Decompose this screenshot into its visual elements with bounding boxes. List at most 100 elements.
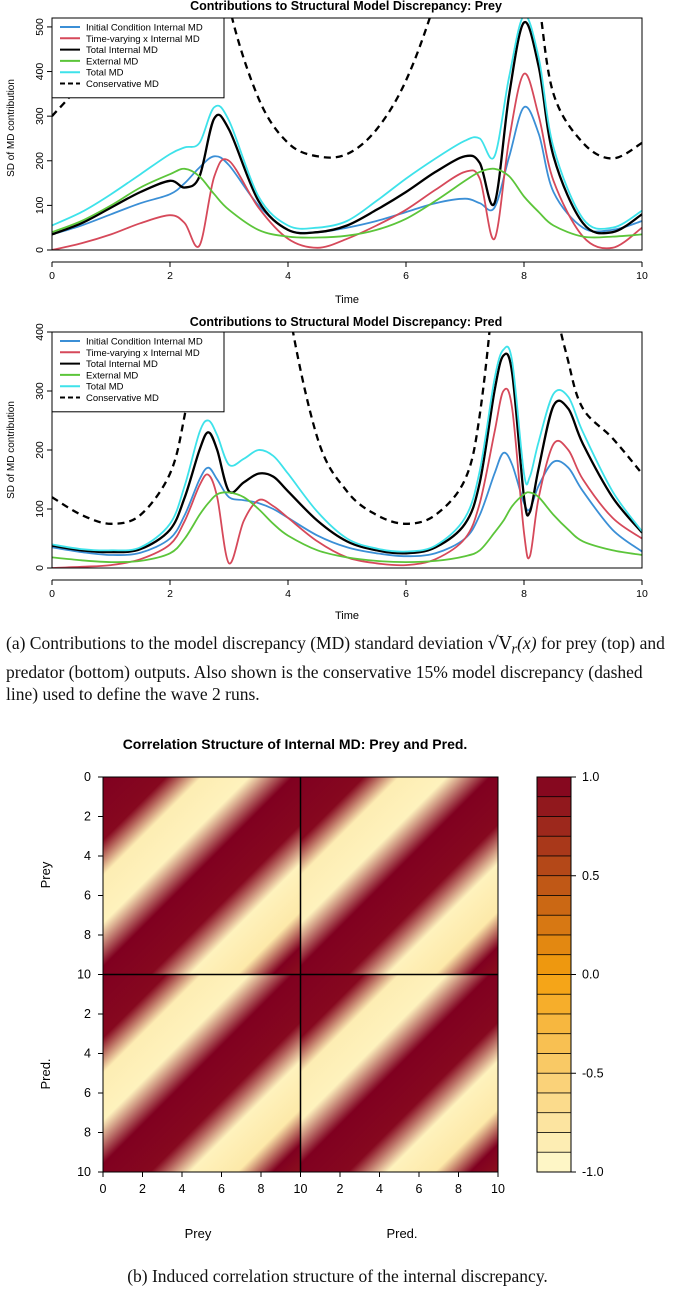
legend: Initial Condition Internal MDTime-varyin… — [51, 17, 225, 99]
legend-label-totalInternal: Total Internal MD — [86, 359, 158, 370]
legend-label-totalMD: Total MD — [86, 68, 124, 79]
legend-label-initial: Initial Condition Internal MD — [86, 23, 203, 34]
series-line-initial — [52, 451, 642, 558]
x-tick-label: 4 — [376, 1182, 383, 1196]
series-line-initial — [52, 105, 642, 236]
colorbar-level — [536, 914, 572, 936]
legend-label-initial: Initial Condition Internal MD — [86, 337, 203, 348]
x-tick-label: 2 — [167, 270, 173, 282]
legend-label-external: External MD — [86, 56, 138, 67]
y-tick-label: 6 — [84, 1086, 91, 1100]
legend-label-conservative: Conservative MD — [86, 393, 159, 404]
x-tick-label: 10 — [636, 588, 648, 600]
colorbar-tick-label: 0.5 — [582, 869, 599, 883]
x-tick-label: 2 — [167, 588, 173, 600]
colorbar-level — [536, 1151, 572, 1173]
heatmap-title: Correlation Structure of Internal MD: Pr… — [123, 736, 468, 752]
chart-title: Contributions to Structural Model Discre… — [190, 0, 502, 13]
legend-box — [51, 17, 225, 99]
legend-label-external: External MD — [86, 370, 138, 381]
x-tick-label: 8 — [521, 588, 527, 600]
caption-b: (b) Induced correlation structure of the… — [127, 1266, 548, 1286]
series-group — [52, 332, 642, 568]
colorbar-level — [536, 835, 572, 857]
series-line-totalInternal — [52, 352, 642, 555]
x-tick-label: 8 — [258, 1182, 265, 1196]
y-tick-label: 8 — [84, 1126, 91, 1140]
y-tick-label: 4 — [84, 1047, 91, 1061]
y-tick-label: 500 — [34, 18, 46, 36]
y-tick-label: 6 — [84, 889, 91, 903]
colorbar-level — [536, 934, 572, 956]
colorbar-tick-label: -0.5 — [582, 1066, 604, 1080]
legend-label-timevarying: Time-varying x Internal MD — [86, 348, 200, 359]
col-block-label-pred: Pred. — [386, 1226, 417, 1241]
colorbar-level — [536, 1112, 572, 1133]
x-tick-label: 10 — [491, 1182, 505, 1196]
y-tick-label: 0 — [34, 565, 46, 571]
colorbar-level — [536, 974, 572, 995]
x-tick-label: 0 — [100, 1182, 107, 1196]
colorbar-tick-label: -1.0 — [582, 1165, 604, 1179]
colorbar-level — [536, 776, 572, 798]
heatmap-block-pred-pred — [300, 974, 498, 1172]
colorbar-level — [536, 816, 572, 837]
colorbar-level — [536, 1092, 572, 1114]
formula-root: √V — [487, 634, 512, 654]
legend-label-totalInternal: Total Internal MD — [86, 45, 158, 56]
y-tick-label: 0 — [34, 247, 46, 253]
y-tick-label: 300 — [34, 382, 46, 400]
colorbar-tick-label: 1.0 — [582, 770, 599, 784]
series-line-totalMD — [52, 18, 642, 230]
y-tick-label: 2 — [84, 810, 91, 824]
x-tick-label: 6 — [218, 1182, 225, 1196]
caption-a-rest: for prey (top) and predator (bottom) out… — [6, 633, 665, 704]
series-line-totalInternal — [52, 21, 642, 236]
col-block-label-prey: Prey — [185, 1226, 212, 1241]
correlation-heatmap: Correlation Structure of Internal MD: Pr… — [38, 736, 604, 1241]
row-block-label-pred: Pred. — [38, 1058, 53, 1089]
legend-label-totalMD: Total MD — [86, 382, 124, 393]
legend-label-timevarying: Time-varying x Internal MD — [86, 34, 200, 45]
series-line-external — [52, 491, 642, 564]
caption-a-formula: √Vr(x) — [487, 633, 541, 658]
x-axis-label: Time — [335, 610, 359, 622]
legend: Initial Condition Internal MDTime-varyin… — [51, 331, 225, 413]
y-tick-label: 400 — [34, 63, 46, 81]
legend-label-conservative: Conservative MD — [86, 79, 159, 90]
y-tick-label: 100 — [34, 196, 46, 214]
heatmap-block-prey-pred — [300, 777, 498, 975]
y-axis-label: SD of MD contribution — [6, 401, 17, 499]
series-group — [52, 18, 642, 250]
caption-a: (a) Contributions to the model discrepan… — [6, 632, 670, 705]
x-tick-label: 8 — [521, 270, 527, 282]
x-tick-label: 0 — [49, 270, 55, 282]
y-tick-label: 100 — [34, 500, 46, 518]
x-axis-label: Time — [335, 294, 359, 306]
x-tick-label: 6 — [416, 1182, 423, 1196]
chart-title: Contributions to Structural Model Discre… — [190, 315, 503, 329]
x-tick-label: 8 — [455, 1182, 462, 1196]
y-tick-label: 10 — [77, 1165, 91, 1179]
plot-frame — [51, 17, 643, 251]
x-tick-label: 4 — [179, 1182, 186, 1196]
heatmap-block-prey-prey — [103, 777, 301, 975]
y-tick-label: 400 — [34, 323, 46, 341]
colorbar-level — [536, 954, 572, 975]
colorbar-level — [536, 993, 572, 1015]
y-axis-label: SD of MD contribution — [6, 79, 17, 177]
y-tick-label: 2 — [84, 1007, 91, 1021]
x-tick-label: 10 — [294, 1182, 308, 1196]
heatmap-block-pred-prey — [103, 974, 301, 1172]
caption-a-prefix: (a) Contributions to the model discrepan… — [6, 633, 484, 653]
colorbar-level — [536, 1132, 572, 1153]
x-tick-label: 2 — [139, 1182, 146, 1196]
y-tick-label: 200 — [34, 441, 46, 459]
series-line-totalMD — [52, 345, 642, 553]
y-tick-label: 10 — [77, 968, 91, 982]
prey-line-chart: Contributions to Structural Model Discre… — [6, 0, 648, 306]
x-tick-label: 6 — [403, 270, 409, 282]
formula-sub: r — [511, 641, 518, 658]
series-line-timevarying — [52, 72, 642, 250]
y-tick-label: 0 — [84, 770, 91, 784]
